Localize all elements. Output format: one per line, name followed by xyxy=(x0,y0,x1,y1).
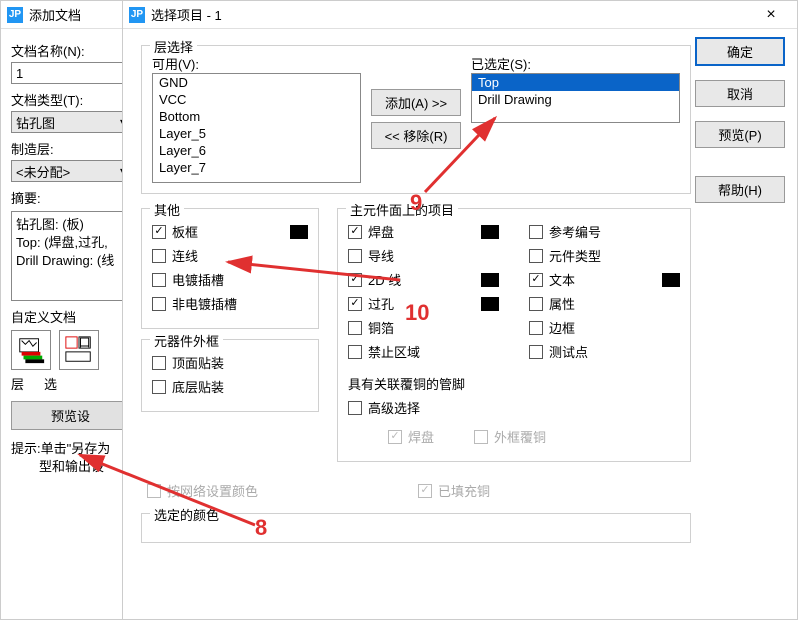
close-icon[interactable]: × xyxy=(751,6,791,24)
doc-name-label: 文档名称(N): xyxy=(11,41,130,60)
checkbox[interactable]: ✓ xyxy=(348,297,362,311)
doc-name-input[interactable] xyxy=(11,62,130,84)
checkbox[interactable] xyxy=(348,321,362,335)
list-item[interactable]: GND xyxy=(153,74,360,91)
add-doc-window: JP 添加文档 文档名称(N): 文档类型(T): 钻孔图▾ 制造层: <未分配… xyxy=(0,0,140,620)
top-items-group: 主元件面上的项目 ✓焊盘导线✓2D 线✓过孔铜箔禁止区域 参考编号元件类型✓文本… xyxy=(337,208,691,462)
list-item[interactable]: VCC xyxy=(153,91,360,108)
checkbox[interactable]: ✓ xyxy=(348,225,362,239)
select-items-title: 选择项目 - 1 xyxy=(151,5,751,24)
checkbox[interactable]: ✓ xyxy=(529,273,543,287)
select-items-window: JP 选择项目 - 1 × 确定 取消 预览(P) 帮助(H) 层选择 可用(V… xyxy=(122,0,798,620)
checkbox[interactable] xyxy=(529,345,543,359)
checkbox[interactable] xyxy=(529,297,543,311)
add-doc-titlebar: JP 添加文档 xyxy=(1,1,140,29)
options-icon-button[interactable]: 口 xyxy=(59,330,99,370)
list-item[interactable]: Layer_5 xyxy=(153,125,360,142)
selected-label: 已选定(S): xyxy=(471,57,531,72)
add-doc-title: 添加文档 xyxy=(29,5,134,24)
summary-box: 钻孔图: (板) Top: (焊盘,过孔, Drill Drawing: (线 xyxy=(11,211,130,301)
checkbox[interactable] xyxy=(529,321,543,335)
available-listbox[interactable]: GNDVCCBottomLayer_5Layer_6Layer_7 xyxy=(152,73,361,183)
checkbox[interactable] xyxy=(348,345,362,359)
list-item[interactable]: Bottom xyxy=(153,108,360,125)
color-swatch[interactable] xyxy=(481,297,499,311)
add-button[interactable]: 添加(A) >> xyxy=(371,89,461,116)
color-swatch[interactable] xyxy=(662,273,680,287)
checkbox[interactable] xyxy=(529,225,543,239)
assoc-pad-checkbox: ✓ xyxy=(388,430,402,444)
summary-label: 摘要: xyxy=(11,188,130,207)
checkbox[interactable]: ✓ xyxy=(348,273,362,287)
mfg-layer-label: 制造层: xyxy=(11,139,130,158)
layers-icon-button[interactable] xyxy=(11,330,51,370)
selected-colors-label: 选定的颜色 xyxy=(150,505,223,524)
color-swatch[interactable] xyxy=(481,225,499,239)
checkbox[interactable] xyxy=(152,249,166,263)
svg-text:口: 口 xyxy=(79,335,91,349)
checkbox[interactable] xyxy=(152,273,166,287)
list-item[interactable]: Layer_6 xyxy=(153,142,360,159)
app-icon: JP xyxy=(129,7,145,23)
opt-sub-label: 选 xyxy=(44,374,57,393)
list-item[interactable]: Layer_7 xyxy=(153,159,360,176)
available-label: 可用(V): xyxy=(152,57,199,72)
select-items-titlebar: JP 选择项目 - 1 × xyxy=(123,1,797,29)
assoc-label: 具有关联覆铜的管脚 xyxy=(348,374,680,393)
checkbox[interactable] xyxy=(152,380,166,394)
selected-listbox[interactable]: TopDrill Drawing xyxy=(471,73,680,123)
help-button[interactable]: 帮助(H) xyxy=(695,176,785,203)
right-buttons: 确定 取消 预览(P) 帮助(H) xyxy=(695,37,785,203)
checkbox[interactable] xyxy=(529,249,543,263)
advanced-select-checkbox[interactable] xyxy=(348,401,362,415)
other-group: 其他 ✓板框连线电镀插槽非电镀插槽 xyxy=(141,208,319,329)
layer-select-group: 层选择 可用(V): GNDVCCBottomLayer_5Layer_6Lay… xyxy=(141,45,691,194)
doc-type-label: 文档类型(T): xyxy=(11,90,130,109)
layer-select-label: 层选择 xyxy=(150,37,197,56)
top-items-label: 主元件面上的项目 xyxy=(346,200,458,219)
component-outline-label: 元器件外框 xyxy=(150,331,223,350)
ok-button[interactable]: 确定 xyxy=(695,37,785,66)
doc-type-combo[interactable]: 钻孔图▾ xyxy=(11,111,130,133)
custom-doc-label: 自定义文档 xyxy=(11,307,130,326)
preview-settings-button[interactable]: 预览设 xyxy=(11,401,130,430)
remove-button[interactable]: << 移除(R) xyxy=(371,122,461,149)
net-color-checkbox xyxy=(147,484,161,498)
mfg-layer-combo[interactable]: <未分配>▾ xyxy=(11,160,130,182)
checkbox[interactable]: ✓ xyxy=(152,225,166,239)
layer-sub-label: 层 xyxy=(11,374,24,393)
cancel-button[interactable]: 取消 xyxy=(695,80,785,107)
filled-copper-checkbox: ✓ xyxy=(418,484,432,498)
list-item[interactable]: Drill Drawing xyxy=(472,91,679,108)
checkbox[interactable] xyxy=(152,297,166,311)
other-label: 其他 xyxy=(150,200,184,219)
selected-colors-group: 选定的颜色 xyxy=(141,513,691,543)
list-item[interactable]: Top xyxy=(472,74,679,91)
preview-button[interactable]: 预览(P) xyxy=(695,121,785,148)
component-outline-group: 元器件外框 顶面贴装底层贴装 xyxy=(141,339,319,412)
tip-text: 提示:单击"另存为 型和输出设 xyxy=(11,440,130,476)
checkbox[interactable] xyxy=(348,249,362,263)
checkbox[interactable] xyxy=(152,356,166,370)
assoc-outline-checkbox xyxy=(474,430,488,444)
color-swatch[interactable] xyxy=(481,273,499,287)
color-swatch[interactable] xyxy=(290,225,308,239)
app-icon: JP xyxy=(7,7,23,23)
